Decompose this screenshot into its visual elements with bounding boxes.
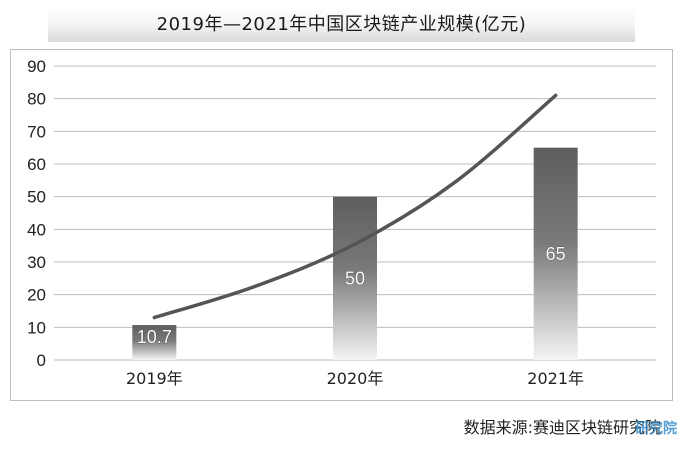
chart-area: 10.7 50 65 0 10 20 30 40 50 60 70 80 90 2019年 2020年 20… xyxy=(10,49,673,401)
axis-labels: 0 10 20 30 40 50 60 70 80 90 2019年 2020年 2021年 xyxy=(27,57,584,388)
chart-title: 2019年—2021年中国区块链产业规模(亿元) xyxy=(48,8,635,42)
y-tick-label: 70 xyxy=(27,122,46,141)
y-tick-label: 80 xyxy=(27,90,46,109)
x-tick-label: 2021年 xyxy=(527,369,584,388)
trend-line xyxy=(152,93,558,320)
watermark-logo: 研究院 xyxy=(635,421,677,437)
y-tick-label: 10 xyxy=(27,318,46,337)
data-label: 65 xyxy=(546,244,566,264)
bar xyxy=(132,325,177,360)
y-tick-label: 50 xyxy=(27,188,46,207)
bar xyxy=(333,196,377,360)
y-tick-label: 40 xyxy=(27,220,46,239)
trend-curve xyxy=(152,93,558,320)
bars xyxy=(132,147,578,360)
data-labels: 10.7 50 65 xyxy=(137,244,566,348)
y-tick-label: 30 xyxy=(27,253,46,272)
bar-chart: 10.7 50 65 0 10 20 30 40 50 60 70 80 90 2019年 2020年 20… xyxy=(27,57,656,388)
bar xyxy=(533,147,578,360)
data-label: 10.7 xyxy=(137,327,172,347)
x-tick-label: 2019年 xyxy=(126,369,183,388)
y-tick-label: 90 xyxy=(27,57,46,76)
y-tick-label: 0 xyxy=(37,351,46,370)
y-tick-label: 60 xyxy=(27,155,46,174)
y-tick-label: 20 xyxy=(27,286,46,305)
x-tick-label: 2020年 xyxy=(327,369,384,388)
data-label: 50 xyxy=(345,268,365,288)
source-note: 数据来源:赛迪区块链研究院 xyxy=(463,418,661,437)
